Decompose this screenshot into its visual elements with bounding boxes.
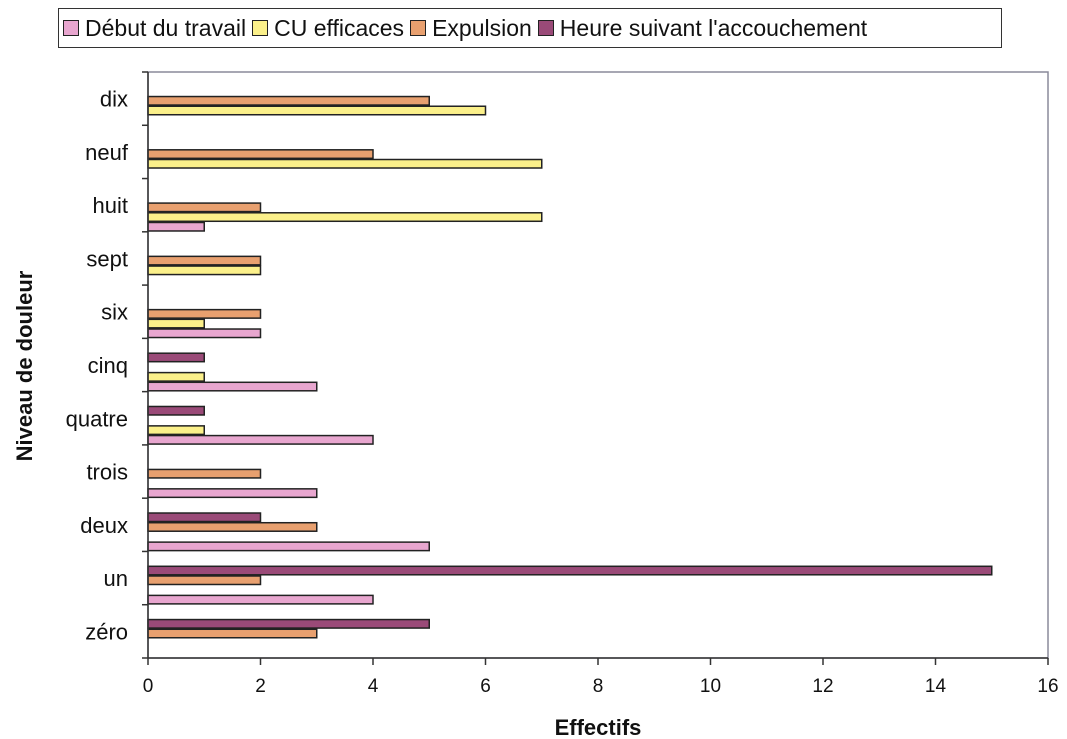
bar bbox=[147, 541, 430, 552]
bar bbox=[147, 105, 487, 116]
bar bbox=[147, 488, 318, 499]
chart-legend: Début du travail CU efficaces Expulsion Heu… bbox=[58, 8, 1002, 48]
bar bbox=[147, 371, 205, 382]
legend-label: Début du travail bbox=[85, 14, 247, 41]
x-tick-label: 6 bbox=[480, 676, 491, 697]
x-tick-label: 8 bbox=[593, 676, 604, 697]
legend-item: Expulsion bbox=[410, 15, 532, 42]
y-tick-label: trois bbox=[86, 460, 128, 485]
x-tick-label: 0 bbox=[143, 676, 154, 697]
bar bbox=[147, 381, 318, 392]
bar bbox=[147, 255, 262, 266]
bar bbox=[147, 468, 262, 479]
bar bbox=[147, 265, 262, 276]
bar bbox=[147, 308, 262, 319]
y-tick-label: dix bbox=[100, 87, 128, 112]
y-tick-label: quatre bbox=[66, 406, 128, 431]
legend-label: Expulsion bbox=[432, 14, 532, 41]
y-tick-label: six bbox=[101, 300, 128, 325]
legend-label: Heure suivant l'accouchement bbox=[559, 14, 868, 41]
bar bbox=[147, 212, 543, 223]
bar bbox=[147, 149, 374, 160]
y-tick-label: deux bbox=[80, 513, 128, 538]
bar bbox=[147, 318, 205, 329]
y-tick-label: un bbox=[104, 566, 128, 591]
x-tick-label: 2 bbox=[255, 676, 266, 697]
bar bbox=[147, 594, 374, 605]
legend-item: CU efficaces bbox=[252, 15, 404, 42]
bar bbox=[147, 328, 262, 339]
legend-swatch bbox=[537, 20, 554, 36]
x-axis-title: Effectifs bbox=[555, 715, 642, 739]
bar bbox=[147, 425, 205, 436]
y-tick-label: cinq bbox=[88, 353, 128, 378]
x-tick-label: 14 bbox=[925, 676, 947, 697]
x-tick-label: 12 bbox=[812, 676, 833, 697]
legend-swatch bbox=[63, 20, 79, 36]
bar bbox=[147, 352, 205, 363]
legend-item: Heure suivant l'accouchement bbox=[537, 14, 868, 42]
y-tick-label: sept bbox=[86, 246, 128, 271]
y-axis-title: Niveau de douleur bbox=[12, 270, 37, 461]
bar bbox=[147, 628, 318, 639]
bar bbox=[147, 512, 262, 523]
bar bbox=[147, 221, 205, 232]
bar bbox=[147, 202, 262, 213]
bar bbox=[147, 575, 262, 586]
x-tick-label: 4 bbox=[368, 676, 379, 697]
x-tick-label: 10 bbox=[700, 676, 721, 697]
legend-label: CU efficaces bbox=[274, 14, 405, 41]
legend-item: Début du travail bbox=[63, 15, 246, 42]
bar bbox=[147, 95, 430, 106]
y-tick-label: zéro bbox=[85, 619, 128, 644]
bar bbox=[147, 565, 993, 576]
y-tick-label: neuf bbox=[85, 140, 129, 165]
bar bbox=[147, 405, 205, 416]
bar bbox=[147, 434, 374, 445]
legend-swatch bbox=[252, 20, 269, 36]
legend-swatch bbox=[410, 20, 427, 36]
bar bbox=[147, 158, 543, 169]
x-tick-label: 16 bbox=[1037, 676, 1058, 697]
bar bbox=[147, 521, 318, 532]
bar bbox=[147, 618, 430, 629]
y-tick-label: huit bbox=[93, 193, 128, 218]
